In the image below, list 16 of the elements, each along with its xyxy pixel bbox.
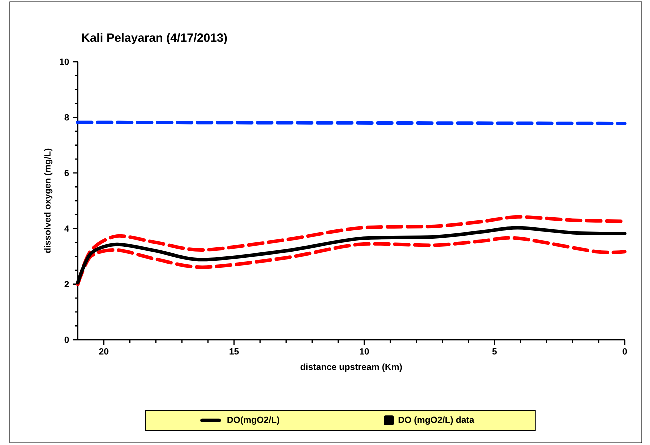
- x-tick-label: 0: [622, 348, 628, 355]
- y-tick-label: 0: [64, 336, 70, 344]
- y-tick-label: 6: [64, 170, 70, 176]
- y-tick-label: 8: [64, 114, 70, 121]
- legend-label: DO(mgO2/L): [228, 416, 280, 426]
- y-tick-label: 2: [64, 281, 70, 288]
- x-axis-title: distance upstream (Km): [300, 364, 402, 372]
- x-tick-label: 5: [492, 348, 497, 355]
- x-tick-label: 20: [99, 348, 109, 355]
- x-tick-label: 10: [360, 348, 370, 355]
- y-tick-label: 10: [60, 58, 70, 66]
- chart-title: Kali Pelayaran (4/17/2013): [82, 33, 228, 44]
- y-axis-title: dissolved oxygen (mg/L): [44, 148, 53, 254]
- legend-label: DO (mgO2/L) data: [398, 416, 475, 426]
- x-tick-label: 15: [230, 348, 240, 355]
- y-tick-label: 4: [64, 226, 70, 232]
